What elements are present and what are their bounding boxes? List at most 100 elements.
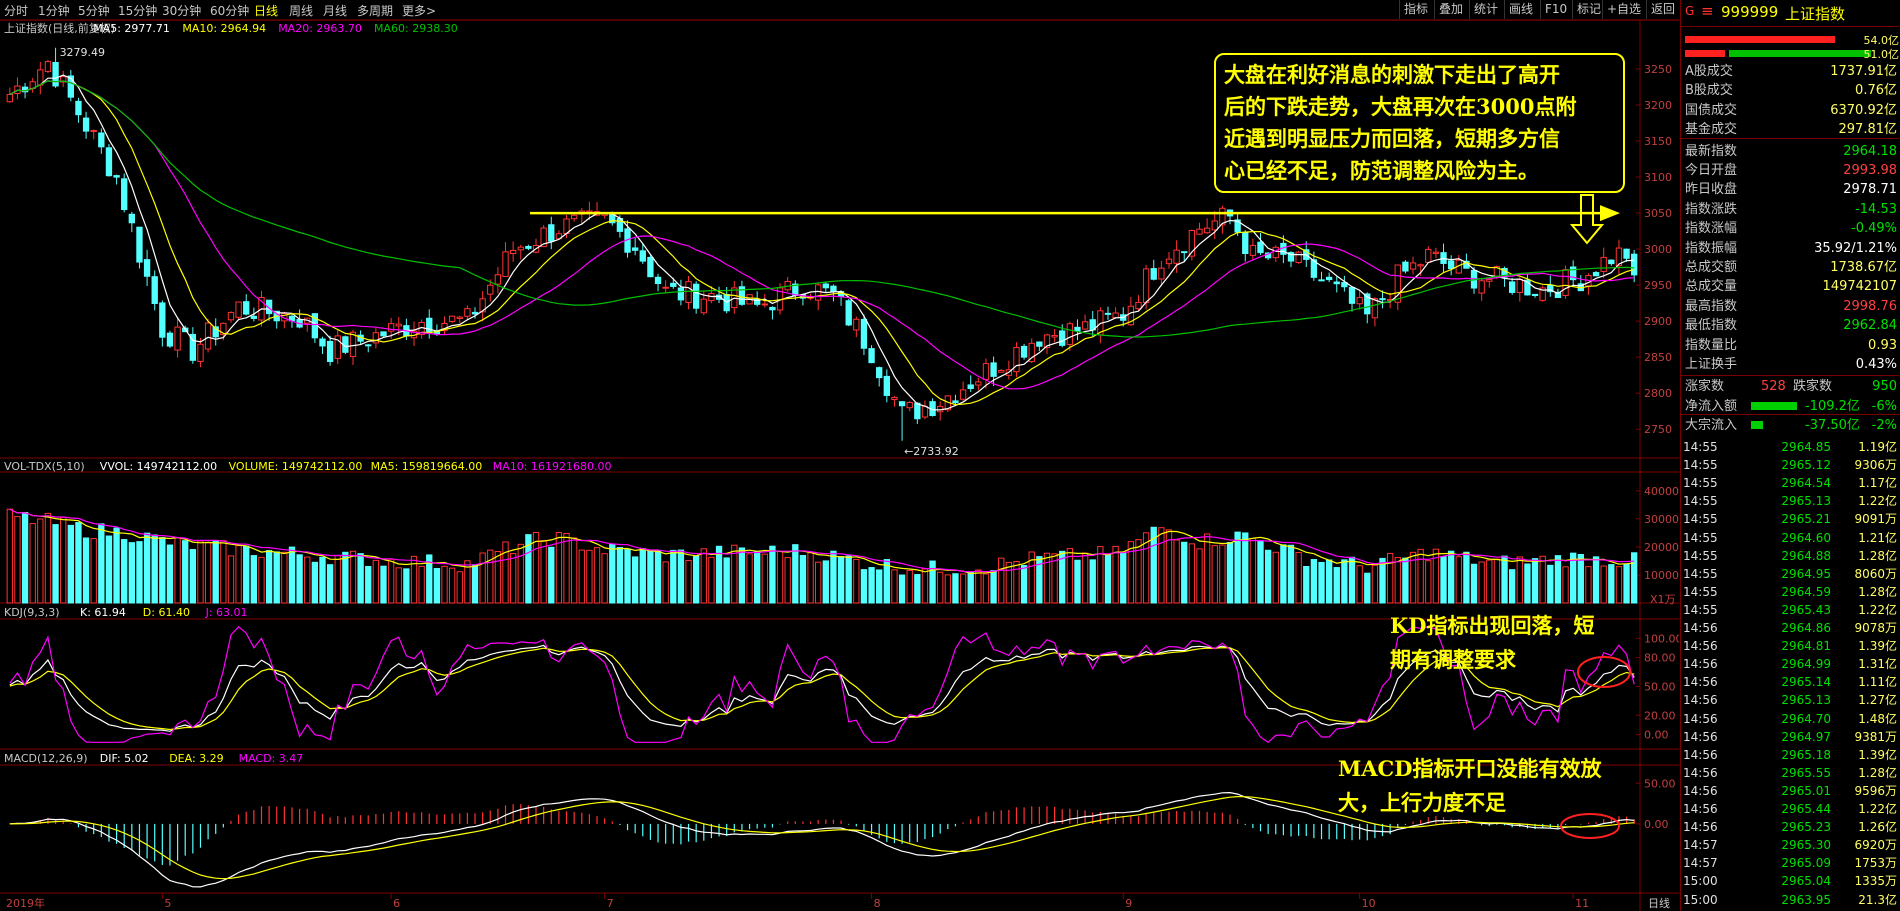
- tab-5[interactable]: 60分钟: [210, 4, 250, 18]
- candle-body: [769, 306, 776, 311]
- candle-body: [189, 333, 197, 361]
- quote-key: 总成交量: [1685, 279, 1738, 295]
- menu-icon[interactable]: ≡: [1701, 2, 1714, 20]
- candle-body: [647, 256, 654, 278]
- candle-body: [1425, 248, 1432, 263]
- tab-0[interactable]: 分时: [4, 4, 29, 18]
- volume-bar: [509, 553, 517, 604]
- quote-value: 0.43%: [1855, 357, 1897, 372]
- candle-body: [1196, 228, 1203, 235]
- candle-body: [1341, 282, 1348, 288]
- tick-row: 14:55 2964.95 8060万: [1683, 566, 1897, 581]
- candle-body: [365, 344, 372, 347]
- x-axis-label: 10: [1362, 897, 1376, 910]
- candle-body: [685, 281, 692, 303]
- volume-bar: [1318, 561, 1325, 604]
- volume-bar: [143, 532, 151, 604]
- volume-bar: [502, 541, 509, 604]
- price-tick-label: 3000: [1644, 243, 1672, 256]
- tab-10[interactable]: 更多>: [402, 4, 437, 18]
- candle-body: [1318, 279, 1325, 282]
- candle-body: [265, 299, 273, 315]
- vol-tick-label: 10000: [1644, 569, 1679, 582]
- volume-bar: [937, 571, 944, 604]
- tab-1[interactable]: 1分钟: [38, 4, 70, 18]
- candle-body: [1142, 268, 1150, 303]
- volume-bar: [212, 540, 219, 604]
- volume-bar: [738, 547, 746, 604]
- candle-body: [1371, 298, 1379, 319]
- toolbar-button-2[interactable]: 统计: [1469, 0, 1502, 19]
- vol-tick-label: 20000: [1644, 541, 1679, 554]
- candle-body: [1158, 267, 1165, 280]
- candle-body: [959, 389, 967, 400]
- tick-row: 14:56 2964.86 9078万: [1683, 621, 1897, 635]
- candle-body: [1028, 342, 1035, 363]
- volume-bar: [387, 558, 395, 604]
- toolbar-button-4[interactable]: F10: [1540, 0, 1571, 19]
- volume-bar: [754, 550, 761, 604]
- volume-bar: [647, 550, 654, 604]
- tab-9[interactable]: 多周期: [357, 4, 394, 18]
- tick-row: 14:56 2965.55 1.28亿: [1683, 765, 1897, 780]
- volume-bar: [845, 555, 852, 604]
- volume-bar: [1127, 541, 1135, 604]
- volume-bar: [540, 540, 547, 604]
- volume-bar: [471, 564, 479, 604]
- volume-bar: [1005, 561, 1013, 604]
- volume-bar: [1188, 543, 1196, 604]
- price-tick-label: 2900: [1644, 315, 1672, 328]
- toolbar-button-7[interactable]: 返回: [1646, 0, 1679, 19]
- volume-bar: [98, 523, 105, 604]
- kdj-tick-label: 0.00: [1644, 729, 1669, 742]
- volume-bar: [1097, 546, 1104, 604]
- volume-bar: [372, 559, 380, 604]
- volume-bar: [815, 561, 822, 604]
- toolbar-button-1[interactable]: 叠加: [1434, 0, 1467, 19]
- candle-body: [1417, 264, 1424, 267]
- candle-body: [456, 316, 463, 319]
- candle-body: [105, 147, 113, 177]
- toolbar-button-6[interactable]: +自选: [1602, 0, 1645, 19]
- tick-row: 14:55 2965.21 9091万: [1683, 512, 1897, 527]
- volume-bar: [700, 548, 707, 604]
- toolbar-button-0[interactable]: 指标: [1399, 0, 1432, 19]
- quote-value: 0.93: [1868, 337, 1897, 353]
- candle-body: [1203, 227, 1211, 234]
- kdj-tick-label: 100.00: [1644, 632, 1679, 645]
- toolbar-button-5[interactable]: 标记: [1572, 0, 1605, 19]
- tab-6[interactable]: 日线: [254, 4, 279, 18]
- candle-body: [1081, 321, 1089, 330]
- stock-chart[interactable]: 3250 3200 3150 3100 3050 3000 2950 2900 2850 2800…: [0, 0, 1679, 911]
- candle-body: [1036, 341, 1043, 347]
- tab-2[interactable]: 5分钟: [78, 4, 110, 18]
- tab-7[interactable]: 周线: [289, 4, 314, 18]
- toolbar-button-3[interactable]: 画线: [1504, 0, 1537, 19]
- volume-bar: [967, 571, 974, 604]
- volume-bar: [1562, 566, 1569, 604]
- candle-body: [1379, 298, 1386, 301]
- candle-body: [82, 117, 90, 132]
- volume-bar: [37, 518, 44, 604]
- annotation-line: 大，上行力度不足: [1338, 790, 1506, 815]
- candle-body: [1623, 248, 1630, 259]
- candle-body: [570, 214, 578, 220]
- tab-3[interactable]: 15分钟: [118, 4, 158, 18]
- tab-4[interactable]: 30分钟: [162, 4, 202, 18]
- candle-body: [98, 132, 105, 148]
- candle-body: [708, 293, 715, 302]
- main-header-part: MA5: 2977.71: [93, 22, 170, 35]
- volume-bar: [929, 560, 936, 604]
- volume-bar: [692, 555, 700, 604]
- quote-value: 149742107: [1822, 279, 1897, 295]
- quote-key: 指数量比: [1685, 337, 1738, 353]
- kdj-j-line: [9, 625, 1635, 744]
- volume-bar: [1463, 551, 1470, 604]
- volume-bar: [921, 568, 929, 604]
- volume-bar: [182, 540, 189, 604]
- candle-body: [372, 332, 380, 344]
- volume-bar: [944, 574, 952, 604]
- period-tab-bar: 分时 1分钟 5分钟 15分钟 30分钟 60分钟 日线 周线 月线 多周期 更多> 指标 叠加 统计 画线…: [0, 0, 1679, 21]
- macd-highlight-ellipse: [1560, 813, 1620, 839]
- tab-8[interactable]: 月线: [323, 4, 348, 18]
